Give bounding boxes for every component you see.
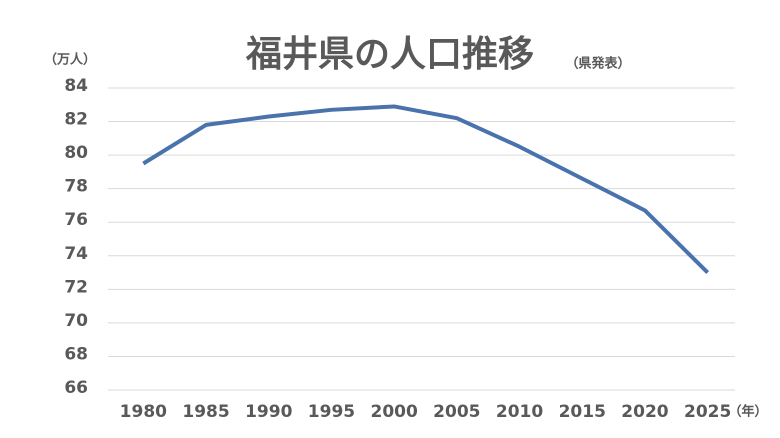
y-axis-label: （万人） [44, 52, 96, 68]
x-tick-label: 2010 [496, 402, 543, 422]
x-tick-label: 2025 [684, 402, 731, 422]
x-tick-label: 2015 [559, 402, 606, 422]
x-tick-label: 2020 [621, 402, 668, 422]
y-tick-label: 68 [64, 344, 88, 364]
y-tick-label: 70 [64, 311, 88, 331]
x-tick-label: 1985 [182, 402, 229, 422]
x-axis-label: （年） [728, 404, 767, 420]
x-tick-label: 1995 [308, 402, 355, 422]
y-tick-label: 74 [64, 244, 88, 264]
y-tick-label: 66 [64, 378, 88, 398]
chart-title: 福井県の人口推移 [245, 34, 534, 75]
chart-subtitle: （県発表） [565, 56, 630, 72]
x-tick-label: 2000 [370, 402, 417, 422]
x-tick-label: 1980 [120, 402, 167, 422]
x-tick-label: 2005 [433, 402, 480, 422]
y-tick-label: 80 [64, 143, 88, 163]
y-tick-label: 78 [64, 177, 88, 197]
data-line [142, 104, 710, 274]
y-tick-label: 72 [64, 277, 88, 297]
y-tick-label: 82 [64, 110, 88, 130]
y-tick-label: 76 [64, 210, 88, 230]
y-tick-label: 84 [64, 76, 88, 96]
x-tick-label: 1990 [245, 402, 292, 422]
